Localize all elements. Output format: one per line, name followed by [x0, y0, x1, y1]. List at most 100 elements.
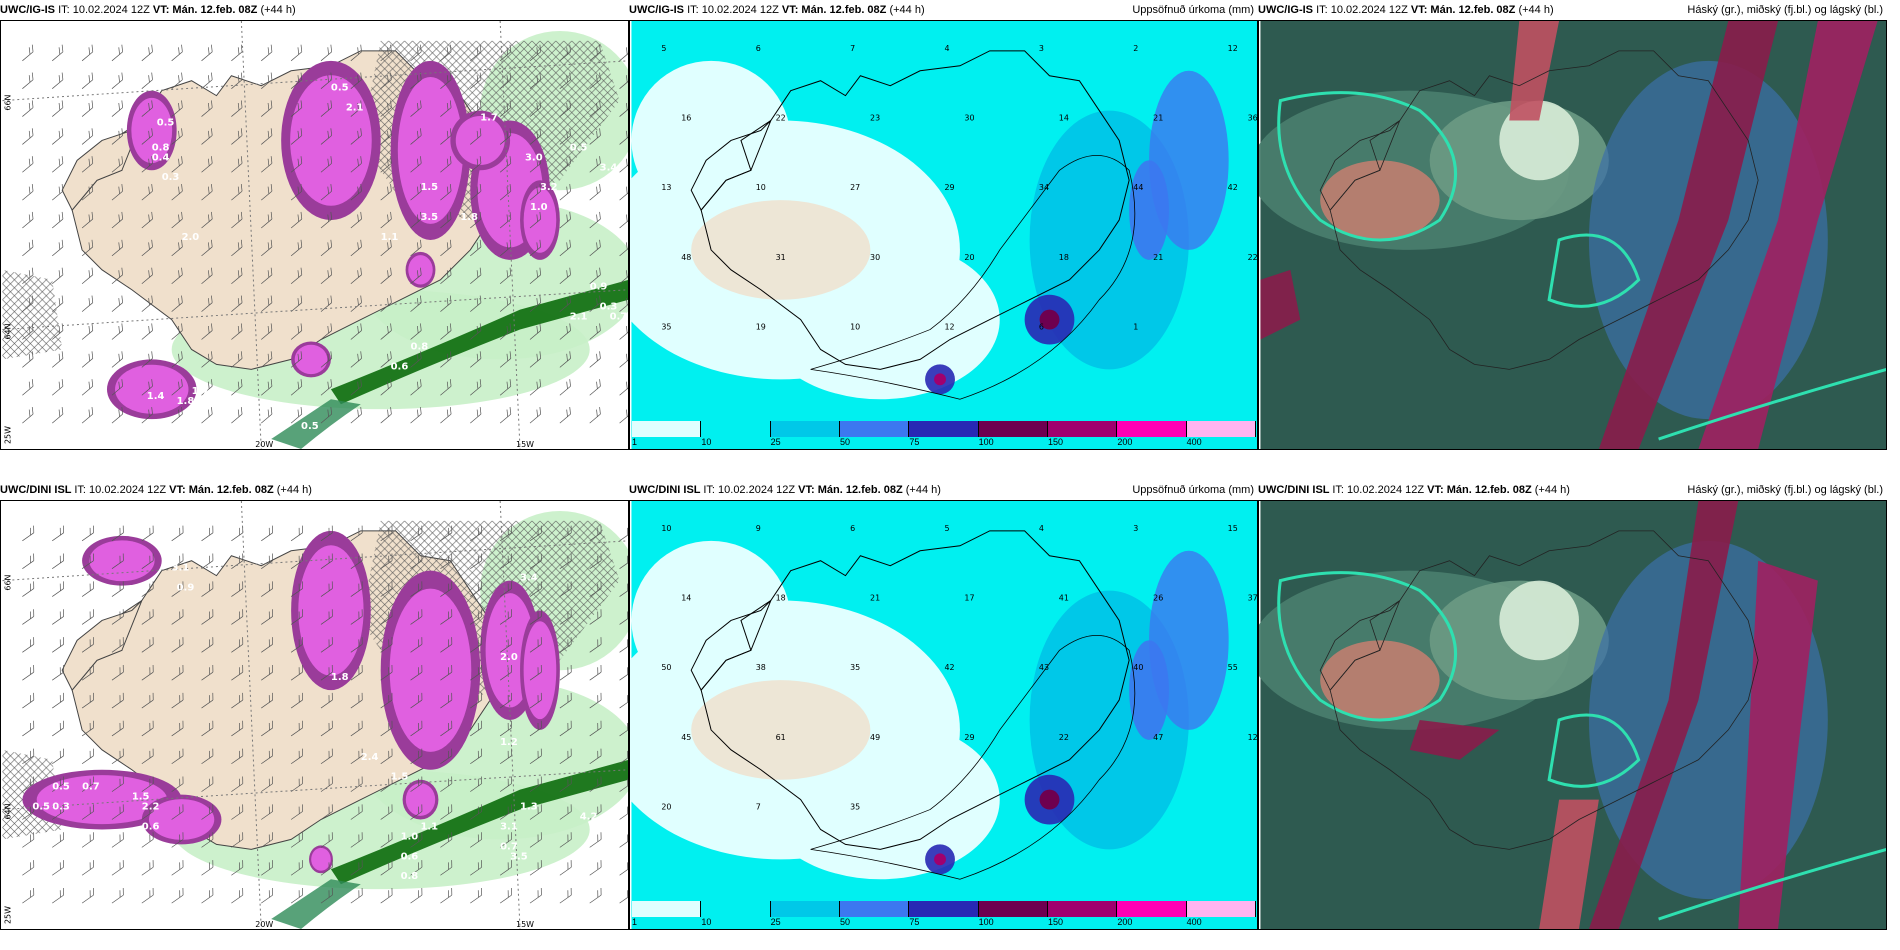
- wind-barb: [290, 211, 303, 229]
- wind-barb: [470, 44, 482, 62]
- wind-barb: [619, 353, 628, 368]
- wind-barb: [410, 637, 423, 653]
- wind-barb: [529, 100, 542, 117]
- colorbar-swatch: [840, 901, 910, 917]
- wind-barb: [320, 44, 332, 62]
- longitude-line: [240, 501, 262, 929]
- wind-barb: [81, 100, 94, 117]
- value-label: 9.6: [620, 172, 629, 183]
- field-blob: [1499, 580, 1579, 661]
- wind-barb: [290, 128, 303, 145]
- wind-barb: [380, 156, 392, 173]
- wind-barb: [529, 832, 542, 848]
- wind-barb: [141, 553, 154, 569]
- wind-barb: [470, 860, 483, 876]
- value-label: 5: [661, 44, 666, 53]
- wind-barb: [290, 637, 303, 653]
- wind-barb: [141, 664, 154, 681]
- valid-time: VT: Mán. 12.feb. 08Z: [152, 4, 261, 16]
- value-label: 35: [661, 323, 671, 332]
- wind-barb: [261, 379, 273, 396]
- map-canvas[interactable]: 5 6 7 4 3 2 12 16 22 23 30 14 21 36 13 10 27 29 34 44 42 48 31…: [629, 20, 1258, 450]
- wind-barb: [619, 695, 628, 709]
- value-label: 0.9: [590, 282, 608, 293]
- wind-barb: [171, 323, 183, 340]
- wind-barb: [440, 100, 452, 117]
- wind-barb: [81, 379, 94, 396]
- wind-barb: [141, 406, 153, 424]
- map-canvas[interactable]: 10 9 6 5 4 3 15 14 18 21 17 41 26 37 50 38 35 42 43 40 55 45 6…: [629, 500, 1258, 930]
- wind-barb: [380, 692, 393, 709]
- value-label: 1.5: [132, 792, 150, 803]
- wind-barb: [499, 860, 512, 876]
- map-canvas[interactable]: 66N 64N 25W 20W 15W 1.4 1.8 1.7 0.5 0.8 0.4 0.3 0.5 2…: [0, 20, 629, 450]
- high-cloud-band: [1509, 21, 1560, 121]
- wind-barb: [171, 664, 184, 681]
- wind-barb: [81, 323, 94, 340]
- panel-header: UWC/DINI ISL IT: 10.02.2024 12Z VT: Mán.…: [629, 480, 1258, 500]
- heavy-rain-band: [330, 759, 628, 885]
- grid-label: 20W: [255, 440, 273, 449]
- wind-barb: [231, 211, 243, 229]
- wind-barb: [589, 525, 602, 542]
- wind-barb: [171, 184, 183, 201]
- coastline: [1319, 120, 1401, 211]
- value-label: 13: [661, 183, 671, 192]
- colorbar-swatch: [978, 421, 1048, 437]
- field-blob: [1320, 640, 1440, 720]
- map-canvas[interactable]: [1258, 500, 1887, 930]
- colorbar-tick: 1: [632, 917, 638, 927]
- valid-time: VT: Mán. 12.feb. 08Z: [1410, 4, 1519, 16]
- wind-barb: [410, 239, 422, 257]
- wind-barb: [350, 664, 363, 681]
- wind-barb: [410, 156, 422, 173]
- wind-barb: [52, 156, 64, 173]
- map-canvas[interactable]: [1258, 20, 1887, 450]
- map-svg: [1259, 501, 1886, 929]
- wind-barb: [320, 379, 332, 396]
- wind-barb: [380, 100, 392, 117]
- init-time: IT: 10.02.2024 12Z: [1316, 4, 1411, 16]
- wind-barb: [619, 242, 628, 257]
- wind-barb: [470, 720, 483, 737]
- wind-barb: [350, 581, 363, 597]
- value-label: 10: [850, 323, 860, 332]
- wind-barb: [111, 239, 123, 257]
- map-canvas[interactable]: 66N 64N 25W 20W 15W 3.1 0.9 0.5 0.7 2.2 1.5 0.3 0.6 1…: [0, 500, 629, 930]
- wind-barb: [171, 832, 184, 848]
- value-label: 0.8: [411, 341, 429, 352]
- snow-area: [294, 344, 328, 375]
- value-label: 0.5: [32, 802, 50, 813]
- wind-barb: [111, 581, 124, 597]
- wind-barb: [440, 184, 452, 201]
- colorbar-tick: 1: [632, 437, 638, 447]
- wind-barb: [52, 748, 64, 765]
- wind-barb: [350, 211, 362, 229]
- wind-barb: [201, 748, 214, 765]
- wind-barb: [350, 887, 363, 904]
- wind-barb: [529, 776, 542, 792]
- wind-barb: [350, 609, 363, 625]
- wind-barb: [290, 776, 303, 792]
- high-cloud-band: [1539, 799, 1599, 929]
- wind-barb: [141, 295, 153, 312]
- wind-barb: [290, 804, 303, 820]
- wind-barb: [201, 156, 213, 173]
- panel-title: Háský (gr.), miðský (fj.bl.) og lágský (…: [1687, 484, 1883, 496]
- wind-barb: [81, 156, 94, 173]
- wind-barb: [529, 804, 542, 820]
- colorbar-tick: 150: [1048, 437, 1064, 447]
- wind-barb: [261, 72, 273, 89]
- wind-barb: [171, 351, 183, 368]
- wind-barb: [320, 72, 332, 89]
- wind-barb: [380, 72, 392, 89]
- value-label: 3: [1039, 44, 1044, 53]
- wind-barb: [619, 75, 628, 89]
- wind-barb: [231, 720, 244, 737]
- wind-barb: [201, 72, 213, 89]
- wind-barb: [52, 100, 64, 117]
- wind-barb: [171, 776, 184, 792]
- wind-barb: [350, 637, 363, 653]
- wind-barb: [22, 664, 35, 681]
- wind-barb: [320, 637, 333, 653]
